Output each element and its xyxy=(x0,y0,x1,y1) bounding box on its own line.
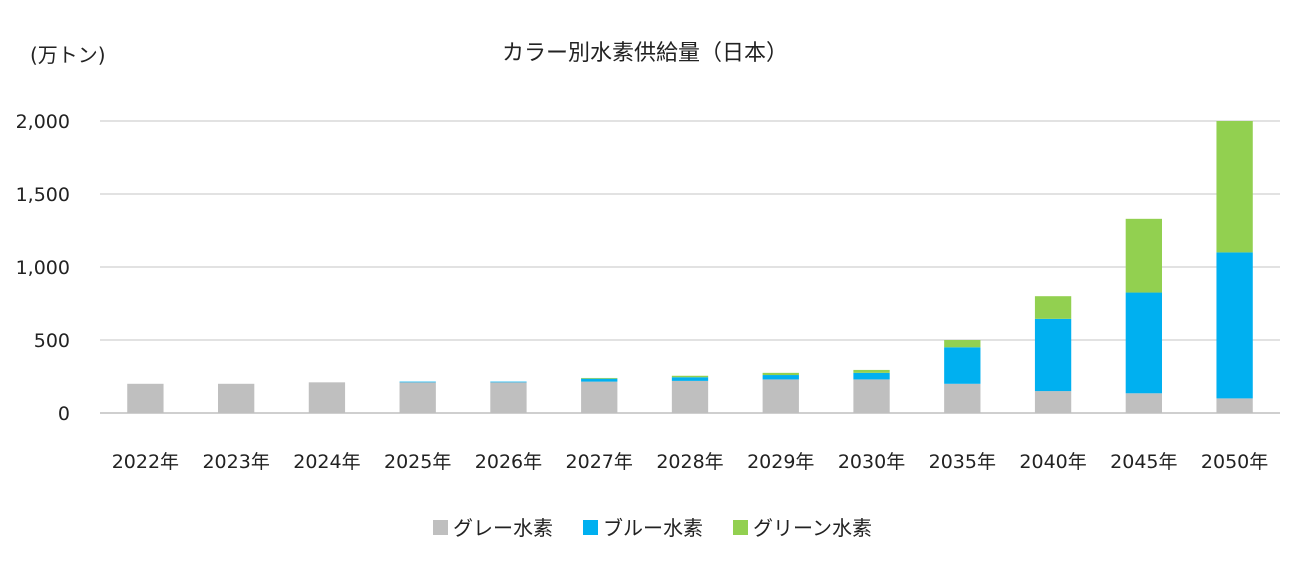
unit-label: (万トン) xyxy=(30,43,106,67)
y-tick-label: 500 xyxy=(34,330,70,352)
x-tick-label: 2023年 xyxy=(202,451,269,473)
y-axis-ticks: 0 500 1,000 1,500 2,000 xyxy=(16,111,70,425)
x-tick-label: 2030年 xyxy=(838,451,905,473)
y-tick-label: 1,000 xyxy=(16,257,70,279)
y-tick-label: 0 xyxy=(58,403,70,425)
bar-segment xyxy=(1034,391,1072,413)
x-axis-ticks: 2022年 2023年 2024年 2025年 2026年 2027年 2028年 2029年… xyxy=(112,451,1269,473)
bar-segment xyxy=(399,381,436,383)
bar-segment xyxy=(944,347,981,384)
legend: グレー水素 ブルー水素 グリーン水素 xyxy=(433,516,872,540)
bar-segment xyxy=(399,382,436,413)
bar-segment xyxy=(762,372,799,376)
legend-swatch xyxy=(433,520,448,535)
x-tick-label: 2029年 xyxy=(747,451,814,473)
bar-segment xyxy=(1125,292,1162,394)
bar-segment xyxy=(218,383,255,413)
x-tick-label: 2025年 xyxy=(384,451,451,473)
bar-segment xyxy=(490,381,527,383)
x-tick-label: 2027年 xyxy=(566,451,633,473)
bar-segment xyxy=(853,372,890,380)
bar-segment xyxy=(581,378,618,382)
bars xyxy=(127,121,1253,413)
gridlines xyxy=(100,120,1280,414)
bar-segment xyxy=(581,381,618,413)
bar-segment xyxy=(127,383,164,413)
bar-segment xyxy=(1125,393,1162,413)
bar-segment xyxy=(1216,121,1253,253)
bar-segment xyxy=(762,379,799,413)
bar-segment xyxy=(853,369,890,373)
bar-segment xyxy=(853,379,890,413)
x-tick-label: 2024年 xyxy=(293,451,360,473)
y-tick-label: 2,000 xyxy=(16,111,70,133)
bar-segment xyxy=(671,375,709,378)
bar-segment xyxy=(308,382,346,413)
x-tick-label: 2050年 xyxy=(1201,451,1268,473)
bar-segment xyxy=(1216,252,1253,399)
legend-label: グレー水素 xyxy=(453,516,553,540)
legend-label: グリーン水素 xyxy=(753,516,872,540)
x-tick-label: 2026年 xyxy=(475,451,542,473)
legend-swatch xyxy=(583,520,598,535)
bar-segment xyxy=(1034,318,1072,392)
bar-segment xyxy=(581,377,618,379)
legend-swatch xyxy=(733,520,748,535)
x-tick-label: 2045年 xyxy=(1110,451,1177,473)
bar-segment xyxy=(762,375,799,380)
x-tick-label: 2035年 xyxy=(929,451,996,473)
bar-segment xyxy=(944,340,981,348)
bar-segment xyxy=(1216,398,1253,413)
bar-segment xyxy=(1034,296,1072,319)
x-tick-label: 2040年 xyxy=(1019,451,1086,473)
x-tick-label: 2028年 xyxy=(656,451,723,473)
y-tick-label: 1,500 xyxy=(16,184,70,206)
chart-title: カラー別水素供給量（日本） xyxy=(502,41,788,66)
bar-segment xyxy=(1125,218,1162,293)
bar-segment xyxy=(490,382,527,413)
bar-segment xyxy=(944,383,981,413)
bar-segment xyxy=(671,380,709,413)
x-tick-label: 2022年 xyxy=(112,451,179,473)
legend-label: ブルー水素 xyxy=(603,516,703,540)
bar-segment xyxy=(671,377,709,381)
